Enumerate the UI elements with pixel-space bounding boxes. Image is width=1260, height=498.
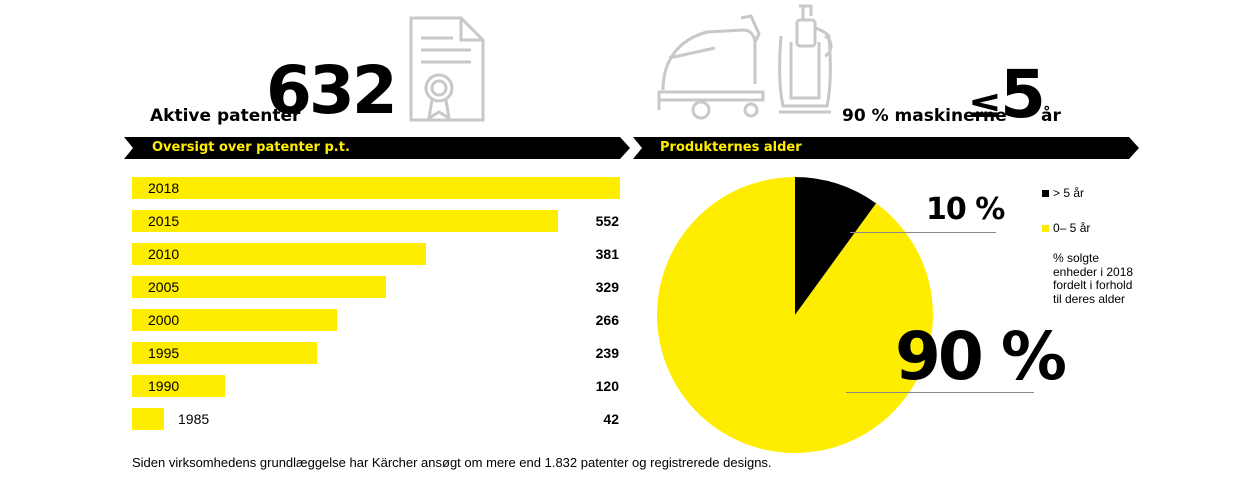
legend-label-over-5: > 5 år <box>1053 186 1085 200</box>
bar-value-label: 239 <box>595 345 619 361</box>
footnote: Siden virksomhedens grundlæggelse har Kä… <box>132 455 772 470</box>
bar-value-label: 266 <box>595 312 619 328</box>
product-age-pie-chart <box>657 177 933 454</box>
bar-value-label: 120 <box>595 378 619 394</box>
machines-age-label: 90 % maskinerne <box>842 106 1007 126</box>
bar-2018 <box>132 177 620 199</box>
certificate-icon <box>409 16 485 122</box>
bar-1985 <box>132 408 164 430</box>
active-patents-value: 632 <box>266 52 398 129</box>
age-banner-title: Produkternes alder <box>660 140 802 155</box>
legend-swatch-0-5 <box>1042 225 1049 232</box>
active-patents-label: Aktive patenter <box>150 106 301 126</box>
patents-banner-title: Oversigt over patenter p.t. <box>152 140 350 155</box>
bar-year-label: 2010 <box>148 246 180 262</box>
bar-year-label: 1995 <box>148 345 180 361</box>
bar-1995 <box>132 342 317 364</box>
floor-scrubber-icon <box>657 14 765 120</box>
legend-label-0-5: 0– 5 år <box>1053 221 1091 235</box>
legend-swatch-over-5 <box>1042 190 1049 197</box>
machines-age-value: 5 <box>1000 56 1046 133</box>
bar-2005 <box>132 276 386 298</box>
less-equal-symbol: ≤ <box>968 81 1001 127</box>
pie-note: % solgte enheder i 2018 fordelt i forhol… <box>1053 251 1134 306</box>
age-banner <box>633 137 1139 159</box>
bar-year-label: 1990 <box>148 378 180 394</box>
slice-label-90: 90 % <box>895 318 1067 395</box>
bar-year-label: 2005 <box>148 279 180 295</box>
machines-age-unit: år <box>1041 106 1061 126</box>
bar-year-label: 2018 <box>148 180 180 196</box>
bar-2010 <box>132 243 426 265</box>
pie-slice-0 <box>795 177 877 315</box>
bar-year-label: 2015 <box>148 213 180 229</box>
upright-vacuum-icon <box>778 4 833 114</box>
leader-line-10 <box>850 232 996 233</box>
bar-1990 <box>132 375 225 397</box>
bar-2000 <box>132 309 337 331</box>
bar-year-label: 1985 <box>178 411 210 427</box>
bar-year-label: 2000 <box>148 312 180 328</box>
bar-2015 <box>132 210 558 232</box>
bar-value-label: 381 <box>595 246 619 262</box>
leader-line-90 <box>846 392 1034 393</box>
pie-slice-1 <box>657 177 933 454</box>
bar-value-label: 552 <box>595 213 619 229</box>
patents-banner <box>124 137 630 159</box>
bar-value-label: 42 <box>603 411 619 427</box>
slice-label-10: 10 % <box>926 192 1005 227</box>
bar-value-label: 329 <box>595 279 619 295</box>
